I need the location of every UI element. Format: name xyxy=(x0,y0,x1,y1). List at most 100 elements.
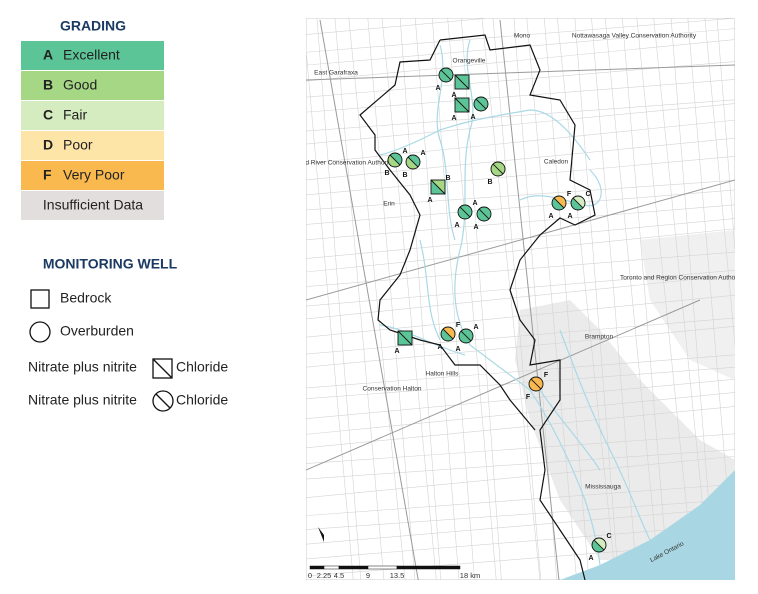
grade-label: Insufficient Data xyxy=(43,197,143,213)
highway xyxy=(306,299,701,471)
well-half xyxy=(493,162,505,174)
road xyxy=(306,270,735,307)
place-label: Brampton xyxy=(585,334,614,341)
highway xyxy=(306,179,735,301)
road xyxy=(306,455,735,498)
road xyxy=(604,18,660,580)
well-divider xyxy=(530,378,542,390)
road xyxy=(306,317,735,355)
well-divider xyxy=(442,328,454,340)
place-label: Caledon xyxy=(544,159,569,166)
road xyxy=(306,137,735,181)
well-half xyxy=(459,331,471,343)
road xyxy=(716,18,735,254)
bedrock-icon xyxy=(30,289,50,309)
well-half xyxy=(476,97,488,109)
road xyxy=(306,449,735,480)
road xyxy=(306,378,735,419)
highway xyxy=(319,19,419,580)
well-grade: C xyxy=(606,533,611,540)
grade-label: Very Poor xyxy=(63,167,125,183)
scale-label: 2.25 xyxy=(317,571,332,580)
map: Mono Nottawasaga Valley Conservation Auth… xyxy=(291,18,745,580)
road xyxy=(348,18,406,580)
road xyxy=(381,18,437,580)
scale-segment xyxy=(309,565,325,570)
well-divider xyxy=(593,539,605,551)
place-label: Orangeville xyxy=(453,58,486,65)
well-divider xyxy=(478,208,490,220)
well-grade: F xyxy=(544,372,549,379)
road xyxy=(306,228,735,273)
road xyxy=(414,18,460,580)
well-outline xyxy=(476,206,492,222)
well-divider xyxy=(440,69,452,81)
scale-segment xyxy=(396,565,461,570)
well-half xyxy=(552,198,564,210)
well-half xyxy=(529,379,541,391)
well-grade: A xyxy=(473,224,478,231)
road xyxy=(306,39,735,82)
place-label: Toronto and Region Conservation Authorit… xyxy=(620,275,745,282)
north-arrow xyxy=(318,527,324,542)
well-outline xyxy=(570,195,586,211)
well-half xyxy=(474,99,486,111)
road xyxy=(306,326,735,368)
road xyxy=(306,499,735,530)
well-outline xyxy=(397,330,413,346)
well-divider xyxy=(459,206,471,218)
road xyxy=(306,103,735,145)
well-divider xyxy=(389,154,401,166)
overburden-label: Overburden xyxy=(60,323,134,339)
well-grade: A xyxy=(470,114,475,121)
well-title: MONITORING WELL xyxy=(43,256,178,272)
grade-box xyxy=(21,161,164,190)
place-label: East Garafraxa xyxy=(314,70,358,77)
well-grade: A xyxy=(427,197,432,204)
grade-label: Excellent xyxy=(63,47,120,63)
road xyxy=(306,204,735,241)
well-divider xyxy=(454,74,470,90)
road xyxy=(734,18,735,24)
highway xyxy=(499,19,560,580)
well-half xyxy=(594,537,606,550)
well-outline xyxy=(591,537,607,553)
scale-label: 9 xyxy=(366,571,370,580)
road xyxy=(306,119,735,164)
well-outline xyxy=(440,326,456,342)
key-divider xyxy=(152,358,173,379)
well-outline xyxy=(457,204,473,220)
well-outline xyxy=(438,67,454,83)
road xyxy=(306,294,735,338)
well-grade: A xyxy=(473,324,478,331)
scale-label: 0 xyxy=(308,571,312,580)
well-half xyxy=(531,377,543,389)
well-half xyxy=(388,155,400,167)
road xyxy=(306,156,735,196)
road xyxy=(306,274,735,320)
well-grade: A xyxy=(472,200,477,207)
well-half xyxy=(573,195,585,208)
well-outline xyxy=(454,74,470,90)
grading-title: GRADING xyxy=(60,18,126,34)
well-outline xyxy=(473,96,489,112)
grade-letter: A xyxy=(43,47,53,63)
road xyxy=(636,18,695,580)
well-half xyxy=(476,209,489,222)
well-half xyxy=(570,198,583,211)
well-grade: B xyxy=(445,175,450,182)
road xyxy=(492,18,542,580)
place-label: Grand River Conservation Authority xyxy=(291,160,394,167)
grade-letter: B xyxy=(43,77,53,93)
road xyxy=(543,18,590,580)
road xyxy=(306,45,354,580)
well-half xyxy=(491,164,503,176)
key-label: Nitrate plus nitrite xyxy=(28,392,137,408)
well-half xyxy=(591,540,604,552)
well-grade: F xyxy=(456,322,461,329)
road xyxy=(306,483,735,516)
road xyxy=(399,18,442,580)
road xyxy=(306,218,735,259)
highway xyxy=(306,64,735,81)
